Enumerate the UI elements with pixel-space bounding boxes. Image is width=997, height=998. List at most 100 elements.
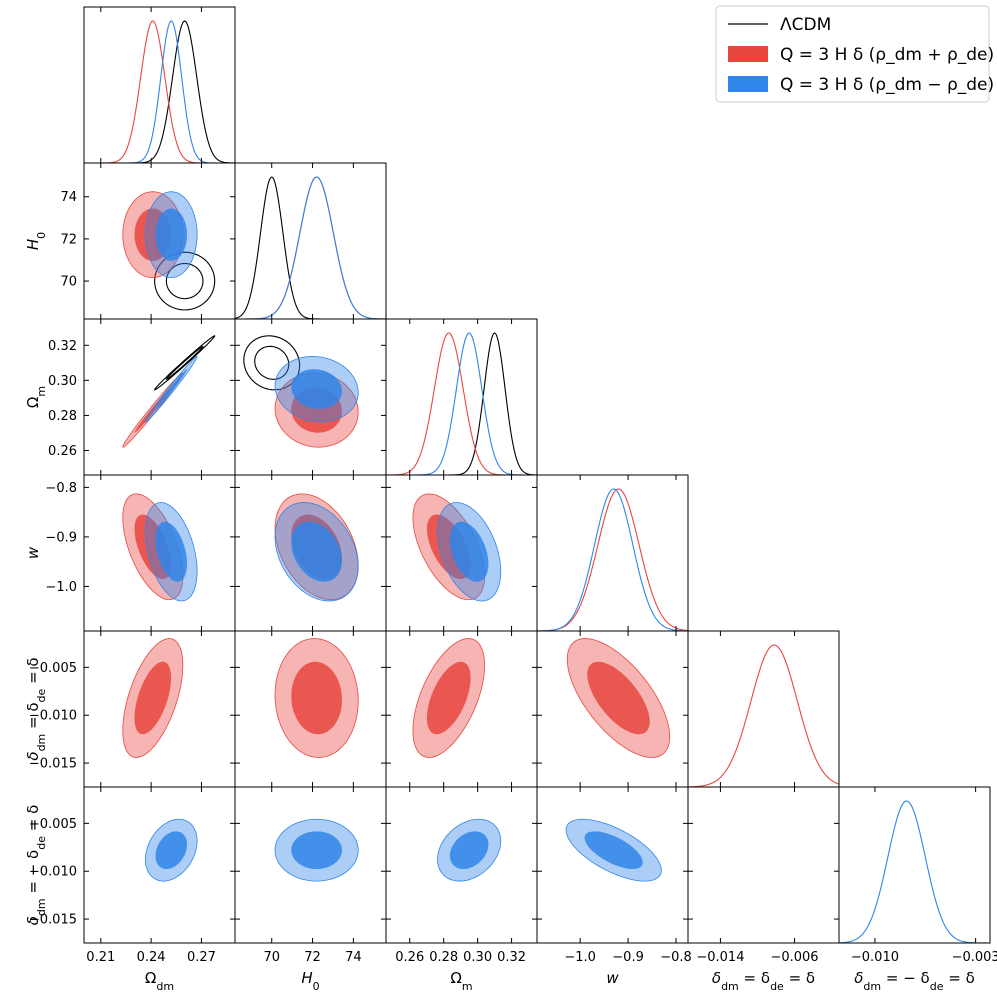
y-tick-label: −1.0 xyxy=(45,580,77,595)
contour-2sigma-line-0 xyxy=(243,335,301,391)
x-tick-label: 72 xyxy=(304,950,321,965)
y-tick-label: −0.005 xyxy=(29,817,77,832)
contour-1sigma-2 xyxy=(155,831,187,870)
x-tick-label: −0.006 xyxy=(770,950,818,965)
panel-frame xyxy=(536,474,689,632)
y-axis-label: Ωm xyxy=(24,386,48,408)
x-tick-label: 70 xyxy=(263,950,280,965)
panel-content xyxy=(566,638,671,758)
panel-om_dm-om_dm xyxy=(83,6,236,164)
panels-layer: 707274H00.260.280.300.32Ωm−1.0−0.9−0.8w−… xyxy=(24,6,997,993)
legend-entry-1: Q = 3 H δ (ρ_dm + ρ_de) xyxy=(728,45,994,65)
contour-2sigma-line-0 xyxy=(154,335,216,391)
panel-w-d2: −1.0 −0.9 −0.8 w xyxy=(536,786,692,987)
panel-content xyxy=(122,638,184,758)
x-axis-label: H0 xyxy=(301,969,319,993)
panel-content xyxy=(274,818,359,882)
legend-swatch-patch xyxy=(728,76,768,92)
x-tick-label: 74 xyxy=(345,950,362,965)
marginal-curve-0 xyxy=(235,176,386,319)
panel-content xyxy=(122,493,198,602)
marginal-curve-0 xyxy=(386,332,537,475)
panel-content xyxy=(412,493,502,602)
marginal-curve-2 xyxy=(839,800,990,943)
panel-d1-d1 xyxy=(687,630,840,788)
x-tick-label: −0.9 xyxy=(612,950,644,965)
contour-1sigma-2 xyxy=(155,369,187,410)
panel-frame xyxy=(838,786,991,944)
legend-label: Q = 3 H δ (ρ_dm − ρ_de) xyxy=(780,75,994,95)
y-tick-label: 0.30 xyxy=(48,374,77,389)
contour-1sigma-line-0 xyxy=(165,262,204,300)
contour-1sigma-2 xyxy=(449,521,489,582)
x-tick-label: 0.28 xyxy=(429,950,458,965)
x-tick-label: −0.014 xyxy=(696,950,744,965)
contour-2sigma-line-0 xyxy=(154,251,216,311)
y-tick-label: −0.8 xyxy=(45,481,77,496)
y-axis-label: δdm = δde = δ xyxy=(24,657,48,760)
contour-1sigma-2 xyxy=(155,208,187,261)
y-tick-label: −0.015 xyxy=(29,757,77,772)
y-tick-label: 0.26 xyxy=(48,444,77,459)
y-tick-label: −0.010 xyxy=(29,865,77,880)
panel-d1-d2: −0.014 −0.006 δdm = δde = δ xyxy=(687,786,840,993)
marginal-curve-0 xyxy=(84,20,235,163)
y-tick-label: 72 xyxy=(60,232,77,247)
panel-d2-d2: −0.010 −0.003 δdm = − δde = δ xyxy=(838,786,997,993)
legend-swatch-patch xyxy=(728,46,768,62)
panel-content xyxy=(839,800,990,943)
panel-frame xyxy=(687,786,840,944)
panel-content xyxy=(386,332,537,475)
x-tick-label: −0.003 xyxy=(952,950,997,965)
contour-1sigma-2 xyxy=(291,369,342,410)
legend-entry-0: ΛCDM xyxy=(728,15,831,35)
x-axis-label: δdm = δde = δ xyxy=(712,969,815,993)
panel-om_m-w xyxy=(385,474,538,632)
panel-h0-om_m xyxy=(234,318,387,476)
x-tick-label: −0.8 xyxy=(660,950,692,965)
legend: ΛCDM Q = 3 H δ (ρ_dm + ρ_de) Q = 3 H δ (ρ_… xyxy=(715,5,994,103)
x-tick-label: 0.21 xyxy=(86,950,115,965)
marginal-curve-1 xyxy=(688,644,839,787)
panel-content xyxy=(688,644,839,787)
x-tick-label: 0.27 xyxy=(187,950,216,965)
x-tick-label: −0.010 xyxy=(851,950,899,965)
y-tick-label: −0.015 xyxy=(29,913,77,928)
legend-label: Q = 3 H δ (ρ_dm + ρ_de) xyxy=(780,45,994,65)
panel-om_m-d2: 0.26 0.28 0.30 0.32 Ωm xyxy=(385,786,538,993)
contour-1sigma-2 xyxy=(291,831,342,870)
panel-frame xyxy=(687,630,840,788)
panel-content xyxy=(122,335,216,448)
contour-1sigma-2 xyxy=(291,521,342,582)
y-tick-label: −0.9 xyxy=(45,530,77,545)
panel-content xyxy=(235,176,386,319)
x-tick-label: −1.0 xyxy=(564,950,596,965)
panel-content xyxy=(274,638,359,758)
x-tick-label: 0.24 xyxy=(137,950,166,965)
panel-w-d1 xyxy=(536,630,689,788)
y-axis-label: δdm = − δde = δ xyxy=(24,805,48,926)
marginal-curve-2 xyxy=(537,488,688,631)
panel-content xyxy=(243,335,359,448)
x-axis-label: w xyxy=(606,969,619,987)
y-tick-label: 0.32 xyxy=(48,339,77,354)
y-tick-label: 0.28 xyxy=(48,409,77,424)
panel-content xyxy=(144,818,198,882)
x-axis-label: Ωm xyxy=(450,969,472,993)
marginal-curve-1 xyxy=(235,176,386,319)
marginal-curve-2 xyxy=(235,176,386,319)
legend-label: ΛCDM xyxy=(780,15,831,35)
panel-content xyxy=(274,493,359,602)
panel-content xyxy=(565,818,662,882)
y-tick-label: −0.005 xyxy=(29,661,77,676)
contour-1sigma-2 xyxy=(155,521,187,582)
panel-h0-w xyxy=(234,474,387,632)
x-axis-label: δdm = − δde = δ xyxy=(854,969,975,993)
panel-h0-h0 xyxy=(234,162,387,320)
marginal-curve-2 xyxy=(386,332,537,475)
panel-h0-d2: 70 72 74 H0 xyxy=(234,786,387,993)
panel-content xyxy=(122,191,216,311)
